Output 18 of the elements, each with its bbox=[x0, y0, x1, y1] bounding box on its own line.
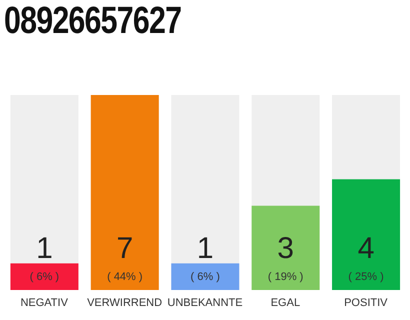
data-label: ( 44% ) bbox=[107, 271, 143, 283]
bar bbox=[10, 263, 78, 290]
x-tick-label: EGAL bbox=[270, 296, 300, 309]
x-tick-label: VERWIRREND bbox=[87, 296, 162, 309]
data-label: ( 6% ) bbox=[30, 271, 60, 283]
data-label: ( 25% ) bbox=[348, 271, 384, 283]
x-tick-label: UNBEKANNTE bbox=[167, 296, 243, 309]
annotation: 7 bbox=[116, 232, 134, 265]
x-tick-label: POSITIV bbox=[344, 296, 388, 309]
data-label: ( 19% ) bbox=[268, 271, 304, 283]
x-tick-label: NEGATIV bbox=[20, 296, 69, 309]
annotation: 1 bbox=[36, 232, 53, 265]
annotation: 3 bbox=[277, 232, 294, 265]
annotation: 1 bbox=[196, 232, 214, 265]
annotation: 4 bbox=[358, 232, 374, 265]
data-label: ( 6% ) bbox=[190, 271, 220, 283]
chart-title: 08926657627 bbox=[4, 0, 182, 43]
bar bbox=[171, 263, 240, 290]
